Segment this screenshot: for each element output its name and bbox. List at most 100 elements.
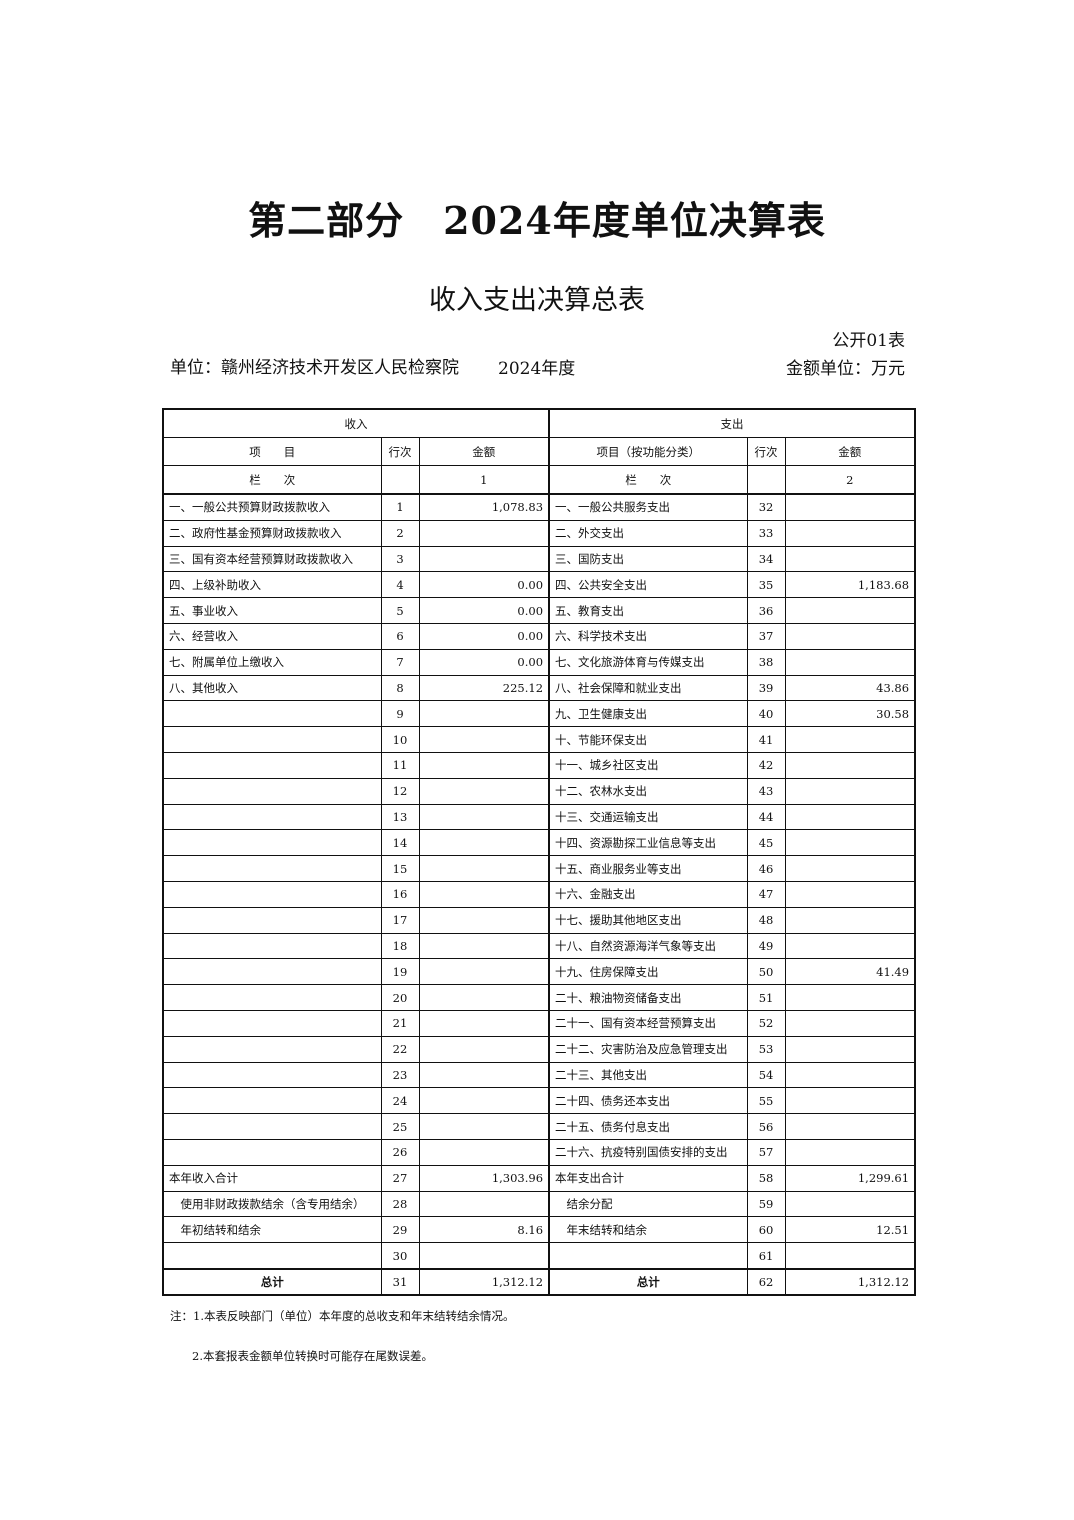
expense-line: 47 <box>746 880 786 908</box>
expense-line: 60 <box>746 1216 786 1244</box>
income-amount: 225.12 <box>418 674 550 702</box>
expense-amount <box>784 984 916 1011</box>
expense-item: 十二、农林水支出 <box>548 777 748 805</box>
expense-amount <box>784 803 916 831</box>
income-amount: 1,303.96 <box>418 1164 550 1192</box>
income-item <box>162 932 382 960</box>
expense-item: 十、节能环保支出 <box>548 726 748 753</box>
expense-amount: 43.86 <box>784 674 916 702</box>
income-line: 19 <box>380 958 420 986</box>
income-line: 16 <box>380 880 420 908</box>
expense-amount <box>784 545 916 573</box>
income-amount <box>418 1061 550 1089</box>
expense-line: 41 <box>746 726 786 753</box>
expense-amount <box>784 1138 916 1166</box>
income-item <box>162 1009 382 1037</box>
expense-line: 35 <box>746 571 786 599</box>
expense-item: 十三、交通运输支出 <box>548 803 748 831</box>
income-item <box>162 1113 382 1140</box>
table-row: 六、经营收入 6 0.00 六、科学技术支出 37 <box>162 622 916 650</box>
table-row: 年初结转和结余 29 8.16 年末结转和结余 60 12.51 <box>162 1216 916 1244</box>
income-line: 10 <box>380 726 420 753</box>
income-amount <box>418 1087 550 1115</box>
expense-amount <box>784 1190 916 1218</box>
expense-line: 52 <box>746 1009 786 1037</box>
income-item: 二、政府性基金预算财政拨款收入 <box>162 519 382 547</box>
table-title: 收入支出决算总表 <box>429 285 645 316</box>
expense-item: 年末结转和结余 <box>548 1216 748 1244</box>
table-row: 26 二十六、抗疫特别国债安排的支出 57 <box>162 1138 916 1166</box>
income-line: 8 <box>380 674 420 702</box>
income-line: 23 <box>380 1061 420 1089</box>
income-amount: 1,078.83 <box>418 493 550 521</box>
col-amount: 金额 <box>418 437 550 466</box>
income-amount <box>418 726 550 753</box>
page-title: 第二部分 2024年度单位决算表 <box>248 198 826 243</box>
expense-line: 53 <box>746 1035 786 1063</box>
expense-amount <box>784 932 916 960</box>
income-line: 11 <box>380 751 420 779</box>
table-row: 17 十七、援助其他地区支出 48 <box>162 906 916 934</box>
expense-amount <box>784 777 916 805</box>
income-item: 七、附属单位上缴收入 <box>162 648 382 676</box>
income-amount: 1,312.12 <box>418 1267 550 1296</box>
income-amount <box>418 803 550 831</box>
expense-item: 二十二、灾害防治及应急管理支出 <box>548 1035 748 1063</box>
income-amount <box>418 1009 550 1037</box>
expense-line: 50 <box>746 958 786 986</box>
income-line: 22 <box>380 1035 420 1063</box>
expense-item: 总计 <box>548 1267 748 1296</box>
income-line: 21 <box>380 1009 420 1037</box>
col-amount: 金额 <box>784 437 916 466</box>
index-empty <box>380 465 420 495</box>
expense-amount <box>784 493 916 521</box>
income-line: 9 <box>380 700 420 728</box>
income-amount: 0.00 <box>418 597 550 624</box>
income-item: 三、国有资本经营预算财政拨款收入 <box>162 545 382 573</box>
income-item: 总计 <box>162 1267 382 1296</box>
income-item: 八、其他收入 <box>162 674 382 702</box>
income-amount <box>418 1035 550 1063</box>
expense-amount <box>784 622 916 650</box>
expense-line: 40 <box>746 700 786 728</box>
income-line: 28 <box>380 1190 420 1218</box>
expense-line: 39 <box>746 674 786 702</box>
income-amount: 0.00 <box>418 622 550 650</box>
table-row: 24 二十四、债务还本支出 55 <box>162 1087 916 1115</box>
col-line: 行次 <box>380 437 420 466</box>
table-row: 八、其他收入 8 225.12 八、社会保障和就业支出 39 43.86 <box>162 674 916 702</box>
income-item <box>162 700 382 728</box>
income-amount <box>418 1242 550 1270</box>
expense-line: 57 <box>746 1138 786 1166</box>
table-row: 七、附属单位上缴收入 7 0.00 七、文化旅游体育与传媒支出 38 <box>162 648 916 676</box>
income-item: 本年收入合计 <box>162 1164 382 1192</box>
money-unit: 金额单位：万元 <box>786 359 905 379</box>
expense-line: 61 <box>746 1242 786 1270</box>
income-amount <box>418 932 550 960</box>
index-label: 栏 次 <box>548 465 748 495</box>
table-row: 四、上级补助收入 4 0.00 四、公共安全支出 35 1,183.68 <box>162 571 916 599</box>
index-1: 1 <box>418 465 550 495</box>
income-item <box>162 855 382 882</box>
income-item <box>162 1242 382 1270</box>
expense-item: 五、教育支出 <box>548 597 748 624</box>
expense-amount <box>784 1242 916 1270</box>
income-amount <box>418 519 550 547</box>
income-amount <box>418 1190 550 1218</box>
budget-table: 收入 支出 项 目 行次 金额 项目（按功能分类） 行次 金额 栏 次 1 栏 … <box>162 408 917 1296</box>
income-amount: 0.00 <box>418 648 550 676</box>
income-amount <box>418 855 550 882</box>
expense-item: 三、国防支出 <box>548 545 748 573</box>
table-row: 30 61 <box>162 1242 916 1270</box>
income-item <box>162 906 382 934</box>
income-item <box>162 1061 382 1089</box>
expense-line: 46 <box>746 855 786 882</box>
income-item <box>162 1087 382 1115</box>
expense-line: 56 <box>746 1113 786 1140</box>
expense-item: 九、卫生健康支出 <box>548 700 748 728</box>
expense-item: 六、科学技术支出 <box>548 622 748 650</box>
index-label: 栏 次 <box>162 465 382 495</box>
note-2: 2.本套报表金额单位转换时可能存在尾数误差。 <box>192 1349 433 1363</box>
expense-item: 二十五、债务付息支出 <box>548 1113 748 1140</box>
expense-item: 二十、粮油物资储备支出 <box>548 984 748 1011</box>
